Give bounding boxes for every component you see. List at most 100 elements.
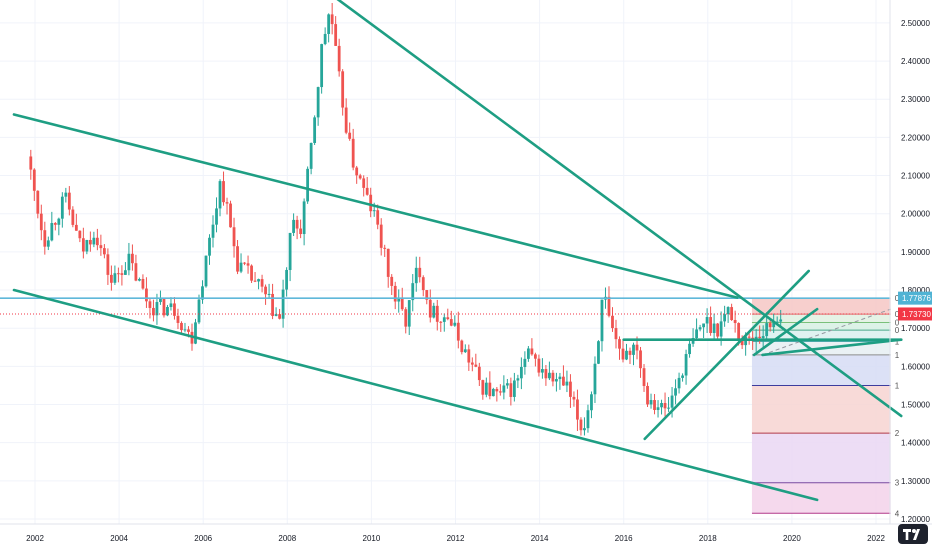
candle-body (677, 377, 681, 389)
price-labels: 1.77876 1.73730 (898, 291, 932, 321)
candle-body (435, 305, 439, 322)
candle-body (460, 340, 464, 353)
candle-body (285, 269, 288, 290)
candle-body (737, 323, 741, 341)
candle-body (88, 239, 92, 245)
candle-body (526, 348, 530, 359)
candle-body (719, 321, 723, 337)
candle-body (730, 307, 734, 321)
candle-body (351, 138, 355, 168)
candle-body (109, 274, 113, 283)
fib-band (751, 330, 891, 342)
fib-level-label: 4 (895, 509, 900, 518)
trendline[interactable] (12, 113, 739, 299)
price-axis[interactable]: 1.20000 1.30000 1.40000 1.50000 1.60000 1.700… (901, 19, 930, 524)
fib-trend-dashed (762, 308, 891, 356)
price-label-box (898, 291, 932, 305)
candle-body (43, 230, 47, 247)
candle-body (723, 314, 727, 322)
tradingview-logo[interactable] (898, 524, 928, 544)
candle-body (78, 230, 82, 239)
time-tick-label: 2002 (26, 534, 44, 543)
fib-level-label: 0 (895, 294, 900, 303)
fib-band (751, 385, 891, 434)
candle-body (667, 407, 670, 409)
price-tick-label: 2.50000 (901, 19, 930, 28)
candle-body (169, 303, 173, 307)
candle-body (46, 240, 50, 247)
candle-body (239, 262, 243, 272)
candle-body (124, 270, 127, 275)
price-tick-label: 1.70000 (901, 324, 930, 333)
trendline[interactable] (752, 307, 819, 357)
candle-body (390, 276, 394, 286)
candle-body (618, 339, 621, 349)
candle-body (523, 358, 527, 367)
candle-body (173, 303, 176, 316)
candle-body (558, 376, 562, 380)
candle-body (148, 301, 152, 308)
candle-body (372, 210, 376, 212)
candle-body (600, 299, 604, 342)
candle-body (565, 381, 569, 386)
candle-body (670, 395, 674, 408)
candle-body (53, 223, 57, 225)
candle-body (383, 247, 387, 249)
fib-level-label: 0 (895, 310, 900, 319)
candle-body (583, 428, 586, 431)
candle-body (544, 369, 548, 379)
candle-body (621, 348, 625, 360)
candle-body (39, 213, 43, 231)
candle-body (768, 323, 772, 328)
time-axis[interactable]: 2002 2004 2006 2008 2010 2012 2014 2016 2018 2020… (26, 534, 885, 543)
candle-body (344, 107, 348, 133)
candle-body (246, 263, 250, 266)
candle-body (488, 382, 492, 397)
candle-body (309, 142, 313, 169)
candle-body (656, 407, 660, 410)
time-tick-label: 2004 (110, 534, 128, 543)
candle-body (537, 358, 541, 373)
candle-body (159, 298, 162, 303)
candle-body (288, 232, 292, 270)
tv-logo-icon (903, 528, 920, 540)
candle-body (495, 388, 499, 392)
candle-body (116, 273, 120, 275)
candle-body (232, 227, 236, 247)
trendlines[interactable] (12, 0, 903, 502)
candle-body (418, 267, 422, 278)
candle-body (120, 273, 124, 275)
candle-body (134, 263, 138, 281)
candle-body (316, 87, 320, 118)
candle-body (166, 306, 169, 316)
fib-level-label: 1 (895, 351, 900, 360)
candle-body (113, 273, 117, 283)
candle-body (432, 305, 436, 318)
candle-body (229, 203, 232, 228)
candle-body (474, 364, 478, 367)
candle-body (726, 307, 730, 315)
candle-body (519, 366, 523, 379)
candle-body (775, 321, 779, 323)
candle-body (60, 196, 64, 219)
trendline[interactable] (643, 269, 811, 441)
trendline[interactable] (761, 338, 903, 357)
candle-body (674, 388, 677, 396)
trendline[interactable] (12, 288, 819, 502)
trendline[interactable] (334, 0, 903, 418)
fib-level-label: 3 (895, 479, 900, 488)
candle-body (572, 396, 576, 400)
time-tick-label: 2022 (867, 534, 885, 543)
candle-body (348, 132, 352, 139)
candle-body (498, 391, 502, 393)
candle-body (176, 315, 180, 323)
candle-body (365, 187, 369, 195)
candle-body (772, 322, 776, 328)
candle-body (222, 181, 225, 203)
candle-body (628, 350, 632, 355)
candle-body (74, 224, 78, 231)
candle-body (611, 315, 614, 329)
